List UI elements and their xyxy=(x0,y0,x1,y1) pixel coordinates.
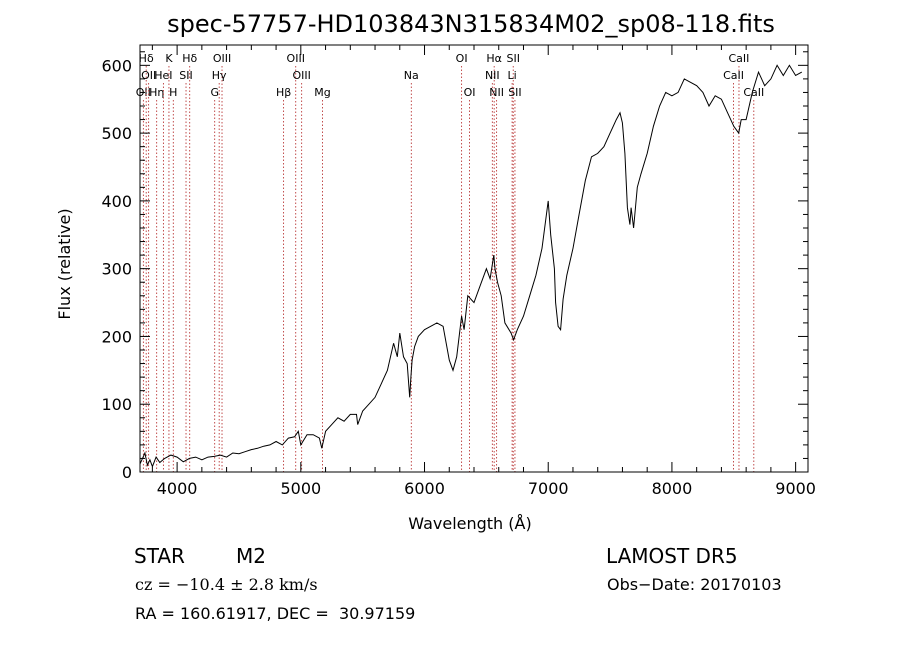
x-tick-label-1: 5000 xyxy=(280,479,321,498)
marker-label-8: Hδ xyxy=(182,52,197,65)
y-tick-label-0: 0 xyxy=(122,463,132,482)
marker-label-27: CaII xyxy=(743,86,764,99)
y-tick-label-4: 400 xyxy=(101,192,132,211)
marker-label-20: NII xyxy=(485,69,500,82)
x-axis-label: Wavelength (Å) xyxy=(408,514,531,533)
x-tick-label-0: 4000 xyxy=(157,479,198,498)
marker-label-3: Hη xyxy=(149,86,164,99)
y-tick-label-1: 100 xyxy=(101,395,132,414)
marker-label-6: H xyxy=(169,86,177,99)
marker-label-19: Hα xyxy=(486,52,502,65)
x-tick-label-3: 7000 xyxy=(528,479,569,498)
marker-label-10: Hγ xyxy=(212,69,227,82)
x-tick-label-4: 8000 xyxy=(652,479,693,498)
marker-label-16: Na xyxy=(404,69,419,82)
marker-label-11: G xyxy=(210,86,219,99)
chart-title: spec-57757-HD103843N315834M02_sp08-118.f… xyxy=(167,10,775,38)
plot-border xyxy=(139,44,809,473)
marker-label-14: OIII xyxy=(292,69,310,82)
y-tick-label-6: 600 xyxy=(101,56,132,75)
object-subclass: M2 xyxy=(236,544,266,568)
marker-label-25: CaII xyxy=(729,52,750,65)
marker-label-4: K xyxy=(165,52,173,65)
marker-label-24: SII xyxy=(508,86,521,99)
y-axis-label: Flux (relative) xyxy=(55,208,74,319)
y-tick-label-2: 200 xyxy=(101,327,132,346)
observation-date: Obs−Date: 20170103 xyxy=(607,575,782,594)
plot-frame xyxy=(139,44,809,473)
x-tick-label-2: 6000 xyxy=(404,479,445,498)
spectrum-series xyxy=(139,64,803,469)
object-class: STAR xyxy=(134,544,185,568)
marker-label-9: OIII xyxy=(213,52,231,65)
redshift-cz: cz = −10.4 ± 2.8 km/s xyxy=(135,575,318,594)
marker-label-23: Li xyxy=(508,69,517,82)
marker-label-26: CaII xyxy=(723,69,744,82)
y-tick-label-5: 500 xyxy=(101,124,132,143)
y-tick-label-3: 300 xyxy=(101,260,132,279)
marker-label-15: Mg xyxy=(314,86,330,99)
x-tick-label-5: 9000 xyxy=(775,479,816,498)
axis-ticks: 4000 5000 6000 7000 8000 9000 0 100 200 300 400 500… xyxy=(101,45,816,498)
marker-label-5: HeI xyxy=(154,69,172,82)
spectrum-line-0 xyxy=(139,64,803,469)
marker-label-22: SII xyxy=(506,52,519,65)
marker-label-13: OIII xyxy=(287,52,305,65)
marker-label-18: OI xyxy=(464,86,476,99)
marker-label-12: Hβ xyxy=(276,86,291,99)
marker-label-7: SII xyxy=(179,69,192,82)
marker-label-1: Hδ xyxy=(139,52,154,65)
marker-label-21: NII xyxy=(489,86,504,99)
survey-name: LAMOST DR5 xyxy=(606,544,738,568)
coordinates: RA = 160.61917, DEC = 30.97159 xyxy=(135,604,416,623)
marker-label-17: OI xyxy=(456,52,468,65)
